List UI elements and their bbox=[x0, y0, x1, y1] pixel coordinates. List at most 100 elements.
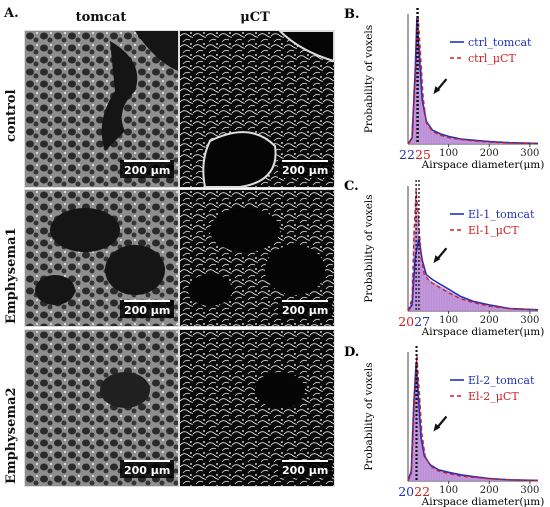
x-axis-label: Airspace diameter(μm) bbox=[421, 159, 545, 170]
peak-label: 20 bbox=[398, 314, 414, 329]
histogram-bar bbox=[522, 309, 525, 311]
histogram-bar bbox=[455, 138, 458, 144]
histogram-bar bbox=[429, 129, 432, 144]
x-axis-label: Airspace diameter(μm) bbox=[421, 326, 545, 337]
peak-label: 20 bbox=[398, 484, 414, 499]
scale-bar: 200 μm bbox=[278, 300, 333, 318]
histogram-bar bbox=[505, 308, 509, 311]
histogram-bar bbox=[471, 476, 475, 481]
histogram-bar bbox=[437, 134, 441, 144]
histogram-bar bbox=[483, 141, 486, 144]
histogram-bar bbox=[449, 137, 452, 144]
histogram-bar bbox=[444, 136, 447, 144]
histogram-bar bbox=[431, 467, 434, 481]
histogram-bar bbox=[517, 309, 520, 311]
histogram-bar bbox=[442, 288, 445, 311]
row-label-control: control bbox=[4, 89, 19, 142]
histogram-bar bbox=[434, 132, 437, 144]
x-tick-label: 100 bbox=[439, 485, 458, 496]
histogram-bar bbox=[413, 90, 416, 144]
histogram-bar bbox=[507, 308, 510, 311]
histogram-bar bbox=[421, 93, 424, 144]
histogram-bar bbox=[491, 305, 494, 311]
series-line bbox=[407, 362, 539, 482]
arrow-head bbox=[433, 86, 441, 95]
histogram-bar bbox=[436, 469, 439, 481]
histogram-bar bbox=[471, 140, 475, 144]
histogram-bar bbox=[465, 139, 468, 144]
histogram-bar bbox=[458, 475, 462, 481]
histogram-bar bbox=[492, 478, 496, 481]
histogram-bar bbox=[488, 305, 491, 311]
histogram-bar bbox=[440, 135, 444, 144]
panel-letter: B. bbox=[344, 7, 360, 22]
histogram-bar bbox=[528, 309, 532, 311]
histogram-bar bbox=[488, 141, 491, 144]
histogram-bar bbox=[463, 475, 467, 481]
arrow-head bbox=[433, 423, 441, 432]
column-header-uct: μCT bbox=[240, 10, 270, 25]
histogram-bar bbox=[476, 140, 480, 144]
y-axis-label: Probability of voxels bbox=[363, 25, 375, 133]
histogram-bar bbox=[473, 477, 476, 481]
histogram-bar bbox=[518, 309, 522, 311]
legend-entry: El-1_μCT bbox=[468, 224, 519, 237]
histogram-bar bbox=[527, 309, 530, 311]
histogram-bar bbox=[444, 472, 447, 481]
histogram-bar bbox=[424, 276, 428, 311]
histogram-bar bbox=[496, 306, 499, 311]
chart-panel-c: C. Probability of voxels 100 200 300 20 27Airs… bbox=[344, 179, 545, 337]
histogram-bar bbox=[419, 256, 423, 311]
row-label-emphysema2: Emphysema2 bbox=[4, 387, 19, 484]
histogram-bar bbox=[471, 302, 475, 311]
histogram-bar bbox=[445, 290, 449, 311]
histogram-bar bbox=[468, 476, 471, 481]
histogram-bar bbox=[439, 471, 442, 481]
histogram-bar bbox=[423, 109, 426, 144]
legend-entry: El-1_tomcat bbox=[468, 208, 535, 221]
scale-bar: 200 μm bbox=[120, 460, 175, 478]
chart-panel-d: D. Probability of voxels 100 200 300 20 22Airs… bbox=[344, 345, 545, 507]
histogram-bar bbox=[419, 425, 423, 481]
histogram-bar bbox=[452, 293, 455, 311]
histogram-bar bbox=[445, 136, 449, 144]
histogram-bar bbox=[492, 141, 496, 144]
histogram-bar bbox=[457, 296, 460, 311]
histogram-bar bbox=[424, 121, 428, 144]
histogram-bar bbox=[479, 141, 483, 144]
histogram-bar bbox=[502, 479, 506, 481]
histogram-bar bbox=[515, 309, 519, 311]
histogram-bar bbox=[453, 294, 457, 311]
series-line bbox=[407, 189, 539, 312]
histogram-bar bbox=[436, 133, 439, 144]
histogram-bar bbox=[447, 290, 450, 311]
histogram-bar bbox=[463, 299, 467, 311]
histogram-bar bbox=[431, 282, 434, 311]
histogram-bar bbox=[429, 466, 432, 481]
histogram-bar bbox=[491, 478, 494, 481]
histogram-bar bbox=[466, 140, 470, 144]
histogram-bar bbox=[468, 300, 471, 311]
x-tick-label: 100 bbox=[439, 315, 458, 326]
x-tick-label: 200 bbox=[480, 148, 499, 159]
histogram-bar bbox=[453, 474, 457, 481]
histogram-bar bbox=[450, 473, 454, 481]
histogram-bar bbox=[475, 140, 478, 144]
x-axis-label: Airspace diameter(μm) bbox=[421, 496, 545, 507]
histogram-bar bbox=[449, 291, 452, 311]
y-axis-label: Probability of voxels bbox=[363, 362, 375, 470]
histogram-bar bbox=[452, 473, 455, 481]
histogram-bar bbox=[489, 305, 493, 311]
peak-label: 27 bbox=[414, 314, 430, 329]
histogram-bar bbox=[497, 479, 501, 481]
series-line bbox=[407, 17, 539, 145]
histogram-bar bbox=[525, 309, 528, 311]
peak-label: 22 bbox=[414, 484, 430, 499]
histogram-bar bbox=[488, 478, 491, 481]
histogram-bar bbox=[478, 303, 481, 311]
histogram-bar bbox=[434, 283, 437, 311]
histogram-bar bbox=[427, 126, 431, 144]
histogram-bar bbox=[460, 297, 463, 311]
scale-bar: 200 μm bbox=[278, 160, 333, 178]
histogram-bar bbox=[453, 138, 457, 144]
